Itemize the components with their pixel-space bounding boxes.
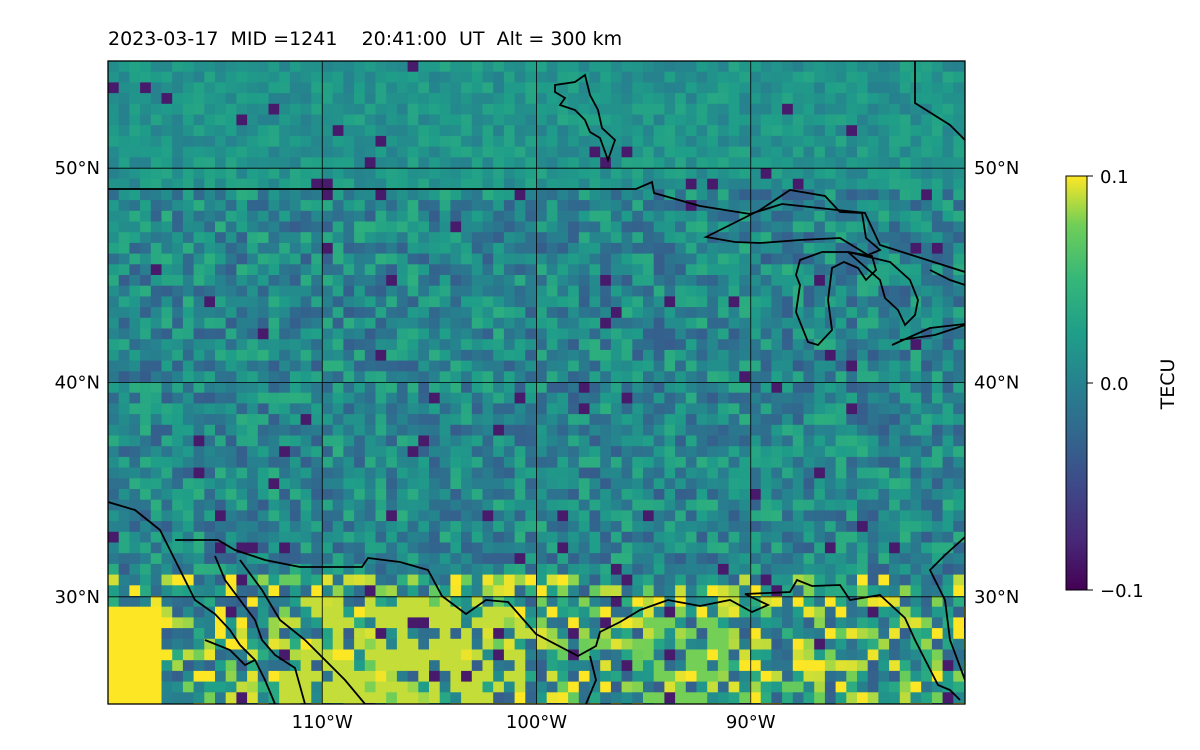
tec-heatmap (108, 61, 965, 704)
colorbar-tick-label: −0.1 (1100, 581, 1144, 602)
y-tick-label-left: 50°N (55, 158, 100, 179)
x-tick-label: 110°W (292, 712, 353, 733)
colorbar-tick-label: 0.1 (1100, 167, 1129, 188)
graticule (108, 61, 965, 704)
colorbar-tick-label: 0.0 (1100, 374, 1129, 395)
x-tick-label: 100°W (506, 712, 567, 733)
map-frame (107, 60, 966, 705)
y-tick-label-left: 30°N (55, 587, 100, 608)
y-tick-label-right: 30°N (974, 587, 1019, 608)
colorbar (1065, 175, 1088, 591)
y-tick-label-left: 40°N (55, 373, 100, 394)
y-tick-label-right: 40°N (974, 373, 1019, 394)
x-tick-label: 90°W (726, 712, 776, 733)
axis-ticks: 110°W 100°W 90°W 50°N 50°N 40°N 40°N 30°N 30°N (55, 158, 1020, 733)
colorbar-title: TECU (1157, 358, 1179, 410)
colorbar-ticks: 0.1 0.0 −0.1 (1087, 167, 1144, 602)
coastline-borders (108, 61, 965, 704)
y-tick-label-right: 50°N (974, 158, 1019, 179)
map-title: 2023-03-17 MID =1241 20:41:00 UT Alt = 3… (108, 28, 623, 50)
